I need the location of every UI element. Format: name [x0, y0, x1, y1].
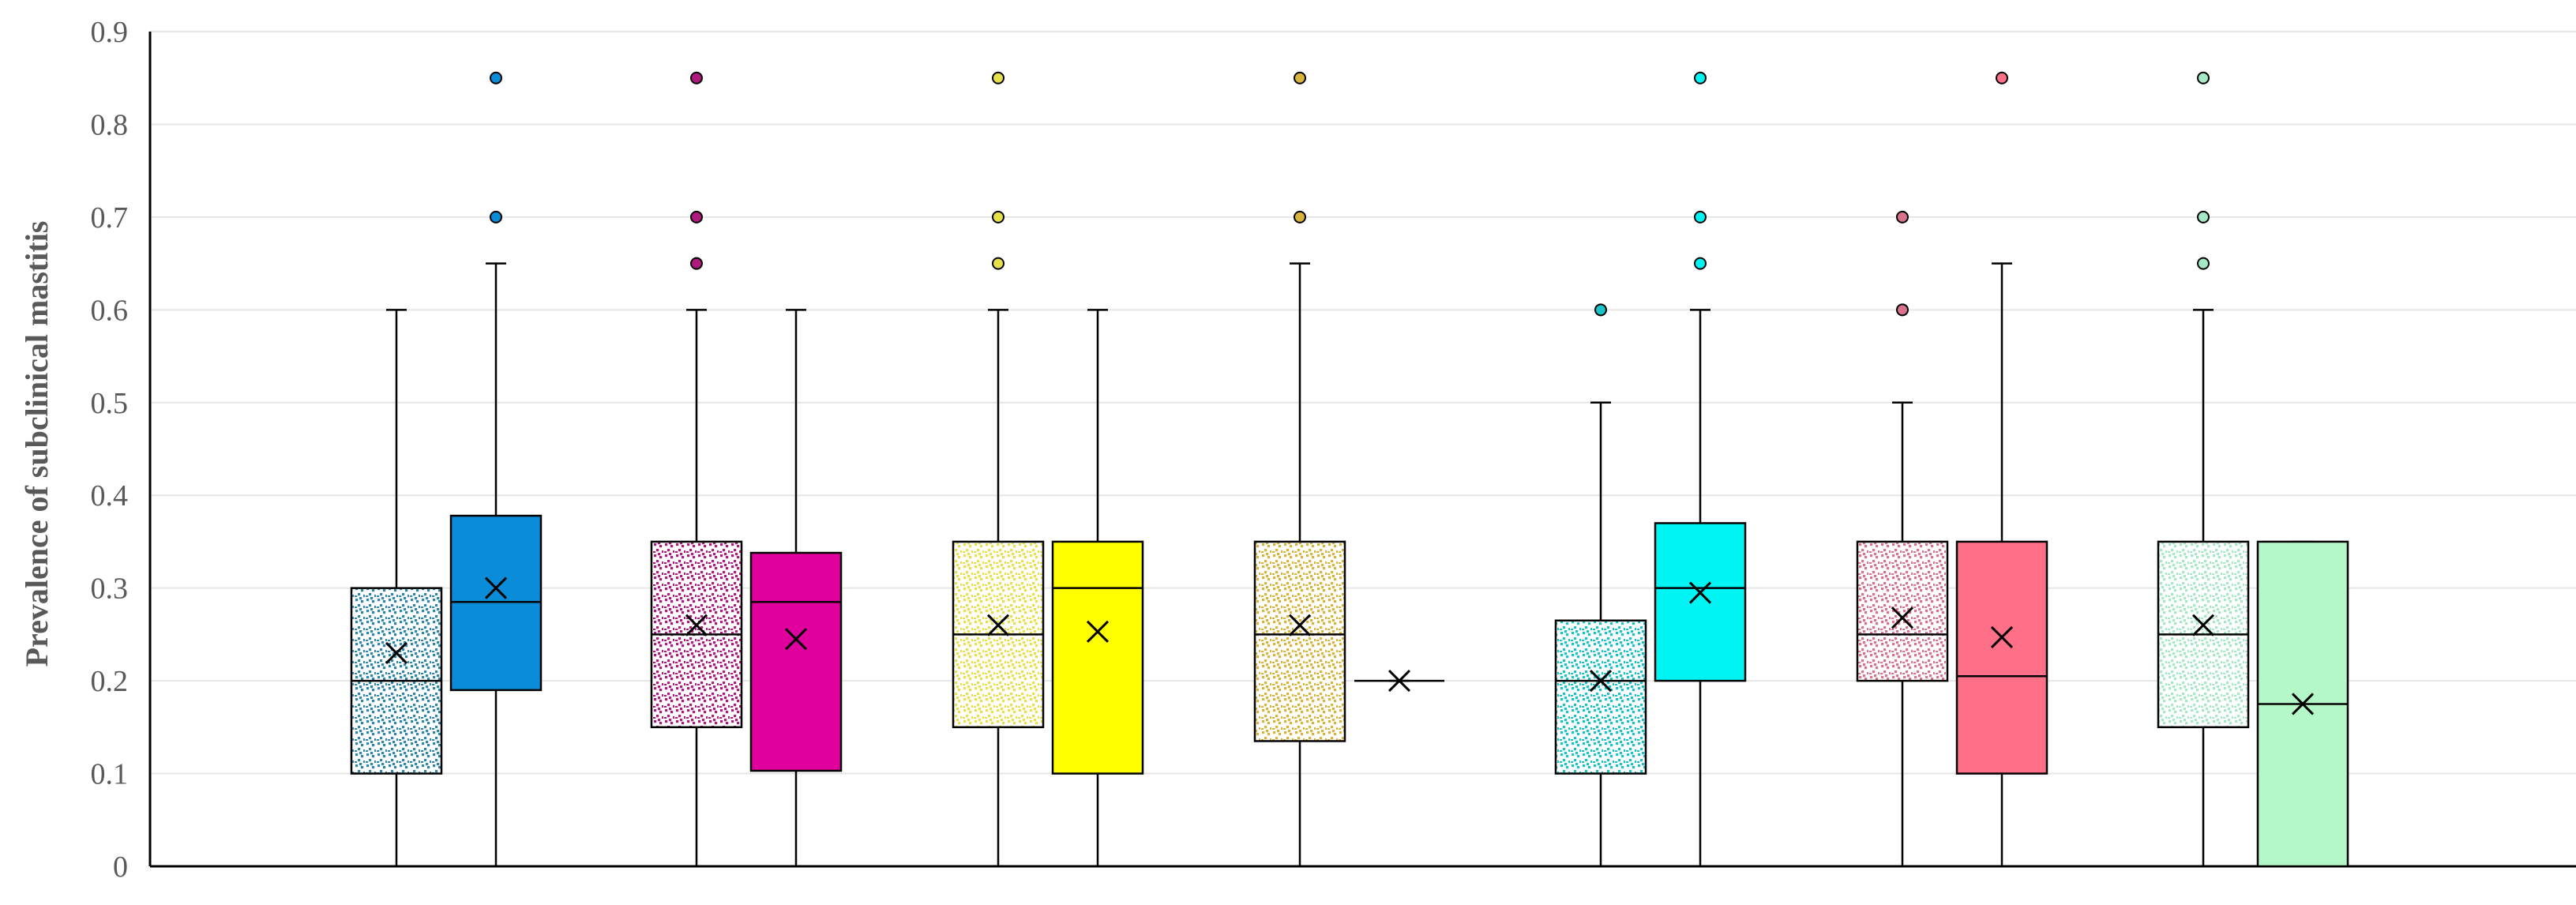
outlier-point — [992, 71, 1004, 84]
outlier-point — [690, 257, 703, 270]
outlier-point — [1694, 210, 1707, 223]
outlier-point — [490, 210, 502, 223]
box-plot — [1856, 210, 1949, 868]
box-plots — [350, 71, 2349, 868]
y-tick-label: 0.6 — [91, 294, 129, 327]
outlier-point — [1594, 303, 1607, 317]
outlier-point — [1694, 257, 1707, 270]
outlier-point — [690, 210, 703, 223]
outlier-point — [1694, 71, 1707, 84]
mean-marker — [784, 628, 808, 651]
box-plot — [1654, 71, 1747, 868]
y-tick-label: 0.8 — [91, 108, 129, 141]
iqr-box — [749, 551, 843, 772]
outlier-point — [992, 257, 1004, 270]
outlier-point — [490, 71, 502, 84]
y-tick-label: 0.3 — [91, 573, 129, 606]
box-plot — [1051, 309, 1144, 868]
y-tick-label: 0.1 — [91, 758, 129, 791]
outlier-point — [690, 71, 703, 84]
gridlines — [150, 31, 2576, 775]
y-tick-label: 0.9 — [91, 16, 129, 49]
box-plot — [1554, 303, 1647, 868]
iqr-box — [1051, 540, 1144, 775]
y-tick-label: 0.7 — [91, 201, 129, 235]
mean-marker — [484, 576, 508, 599]
y-tick-label: 0.4 — [91, 479, 129, 513]
box-plot — [1955, 71, 2048, 868]
outlier-point — [2197, 210, 2210, 223]
outlier-point — [1294, 71, 1306, 84]
outlier-point — [1896, 210, 1909, 223]
mean-marker — [1086, 620, 1110, 643]
y-tick-label: 0.5 — [91, 387, 129, 420]
box-plot — [2157, 71, 2250, 868]
box-plot — [1253, 71, 1346, 868]
mean-marker — [986, 614, 1010, 637]
mean-marker — [685, 614, 708, 637]
mean-marker — [1388, 670, 1411, 693]
mean-marker — [1990, 625, 2014, 648]
iqr-box — [1955, 540, 2048, 775]
outlier-point — [2197, 257, 2210, 270]
iqr-box — [1654, 522, 1747, 682]
mean-marker — [1891, 606, 1914, 629]
y-axis-label: Prevalence of subclinical mastitis — [19, 221, 54, 667]
iqr-box — [1856, 540, 1949, 682]
outlier-point — [1294, 210, 1306, 223]
axes — [148, 32, 2576, 868]
box-plot — [650, 71, 743, 868]
y-tick-labels: 0 0.1 0.2 0.3 0.4 0.5 0.6 0.7 0.8 0.9 — [91, 16, 129, 884]
box-plot — [952, 71, 1045, 868]
mean-marker — [1688, 581, 1712, 604]
y-tick-label: 0 — [113, 851, 128, 884]
mean-marker — [2191, 614, 2215, 637]
mean-marker — [1589, 670, 1613, 693]
outlier-point — [1996, 71, 2008, 84]
mean-marker — [1288, 614, 1312, 637]
outlier-point — [2197, 71, 2210, 84]
outlier-point — [1896, 303, 1909, 317]
box-plot — [350, 309, 443, 868]
iqr-box — [1253, 540, 1346, 742]
box-plot — [749, 309, 843, 868]
box-plot — [2256, 540, 2349, 868]
iqr-box — [1554, 619, 1647, 775]
box-plot — [449, 71, 543, 868]
y-tick-label: 0.2 — [91, 665, 129, 698]
mean-marker — [385, 641, 408, 664]
mean-marker — [2291, 693, 2315, 715]
outlier-point — [992, 210, 1004, 223]
box-plot — [1354, 670, 1444, 693]
